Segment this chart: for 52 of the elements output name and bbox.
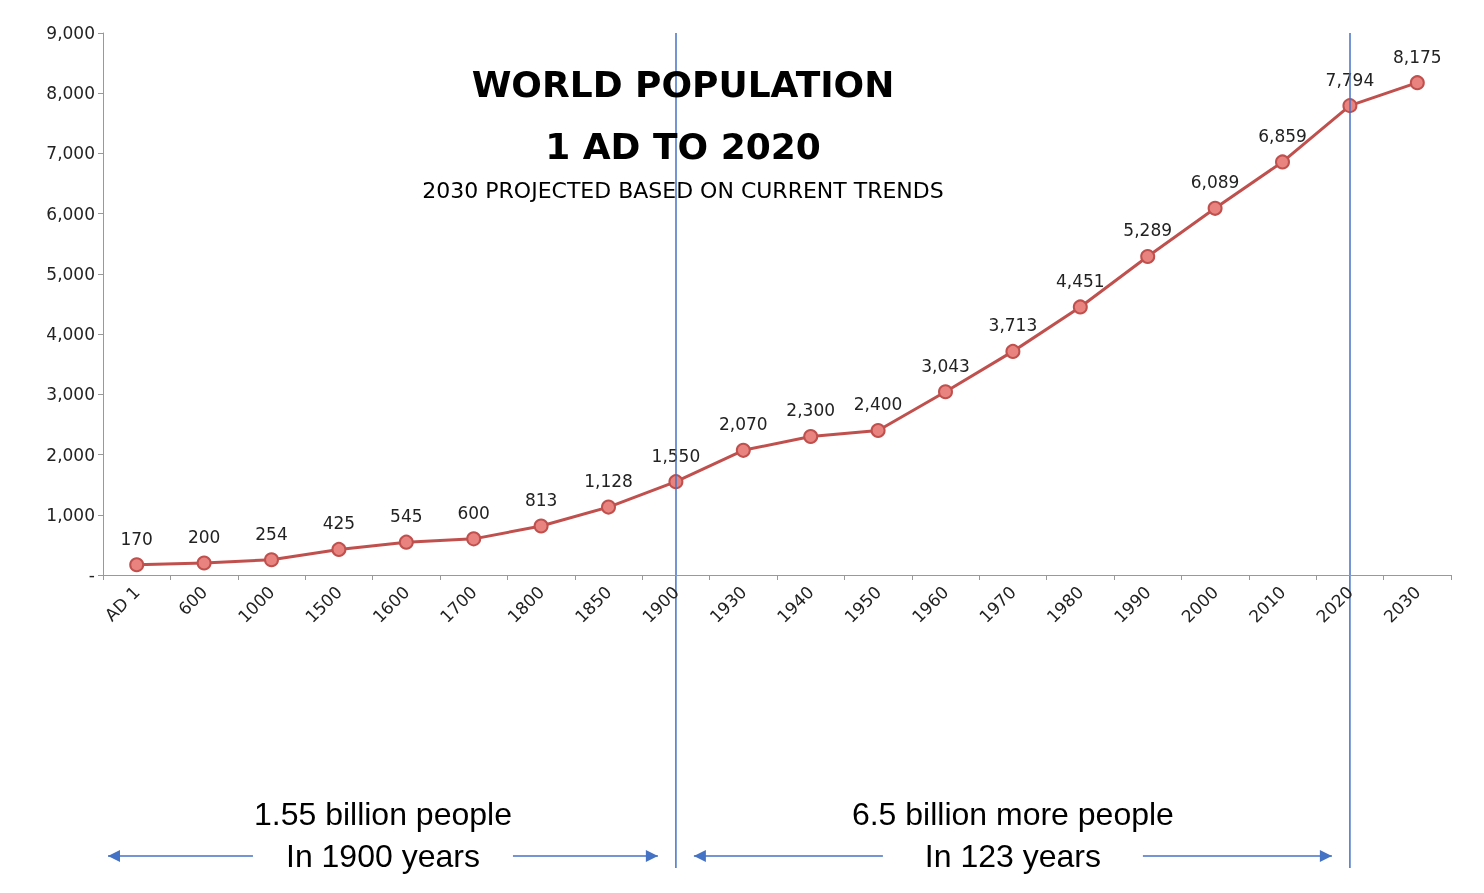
text: 1.55 billion people In 1900 years bbox=[253, 796, 512, 874]
data-label: 8,175 bbox=[1392, 46, 1442, 67]
point bbox=[870, 422, 886, 438]
point bbox=[1409, 75, 1425, 91]
data-label: 200 bbox=[187, 526, 221, 547]
point bbox=[601, 499, 616, 515]
point bbox=[1140, 248, 1156, 264]
data-label: 2,400 bbox=[853, 394, 903, 415]
data-label: 5,289 bbox=[1123, 220, 1173, 241]
data-label: 170 bbox=[120, 528, 153, 549]
text: WORLD POPULATION 1 AD TO 2020 bbox=[471, 63, 895, 167]
point bbox=[803, 428, 819, 444]
point bbox=[331, 541, 347, 557]
point bbox=[398, 534, 414, 550]
point bbox=[1207, 200, 1223, 216]
data-label: 600 bbox=[457, 502, 490, 523]
point bbox=[938, 384, 953, 400]
data-label: 4,451 bbox=[1055, 270, 1105, 291]
data-label: 6,859 bbox=[1258, 125, 1307, 146]
point bbox=[1005, 343, 1021, 359]
y-tick-label: 9,000 bbox=[46, 23, 95, 43]
data-label: 545 bbox=[390, 506, 423, 527]
data-label: 813 bbox=[524, 490, 558, 511]
point bbox=[264, 552, 279, 568]
data-label: 2,300 bbox=[786, 400, 836, 421]
point bbox=[533, 518, 549, 534]
data-label: 1,128 bbox=[584, 471, 633, 492]
y-tick-label: 3,000 bbox=[46, 384, 95, 405]
data-label: 425 bbox=[322, 513, 356, 534]
data-label: 2,070 bbox=[718, 414, 768, 435]
y-tick-label: 8,000 bbox=[46, 83, 95, 104]
point bbox=[1275, 154, 1290, 170]
text: 6.5 billion more people In 123 years bbox=[851, 796, 1174, 874]
y-tick-label: 5,000 bbox=[46, 263, 95, 284]
data-label: 254 bbox=[255, 523, 288, 544]
point bbox=[1072, 299, 1088, 315]
point bbox=[735, 442, 751, 458]
y-tick-label: 7,000 bbox=[46, 143, 95, 164]
y-tick-label: 2,000 bbox=[46, 444, 95, 465]
data-label: 3,043 bbox=[921, 355, 970, 376]
y-tick-label: 1,000 bbox=[46, 504, 95, 525]
y-tick-label: 6,000 bbox=[46, 203, 95, 224]
y-tick-label: - bbox=[88, 565, 95, 585]
point bbox=[129, 557, 145, 573]
data-label: 6,089 bbox=[1190, 172, 1240, 193]
data-label: 3,713 bbox=[988, 315, 1038, 336]
y-tick-label: 4,000 bbox=[46, 324, 95, 345]
text: 2030 PROJECTED BASED ON CURRENT TRENDS bbox=[422, 177, 944, 203]
x-tick-label: AD 1 bbox=[100, 581, 144, 625]
point bbox=[466, 531, 482, 547]
x-tick-label: 600 bbox=[174, 581, 212, 619]
point bbox=[196, 555, 212, 571]
